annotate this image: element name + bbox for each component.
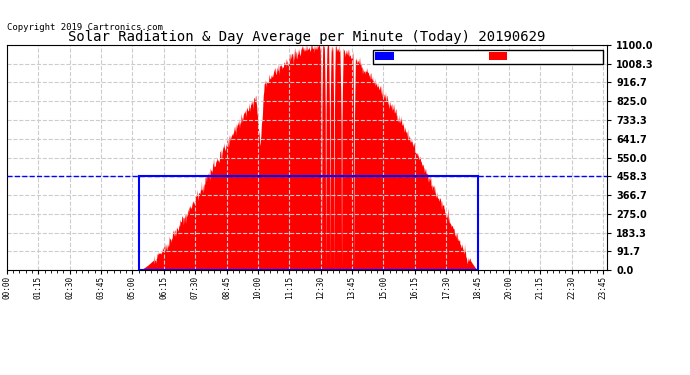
Text: Copyright 2019 Cartronics.com: Copyright 2019 Cartronics.com [7, 23, 163, 32]
Bar [139, 176, 477, 270]
Legend: Median (W/m2), Radiation (W/m2): Median (W/m2), Radiation (W/m2) [373, 50, 602, 64]
Title: Solar Radiation & Day Average per Minute (Today) 20190629: Solar Radiation & Day Average per Minute… [68, 30, 546, 44]
